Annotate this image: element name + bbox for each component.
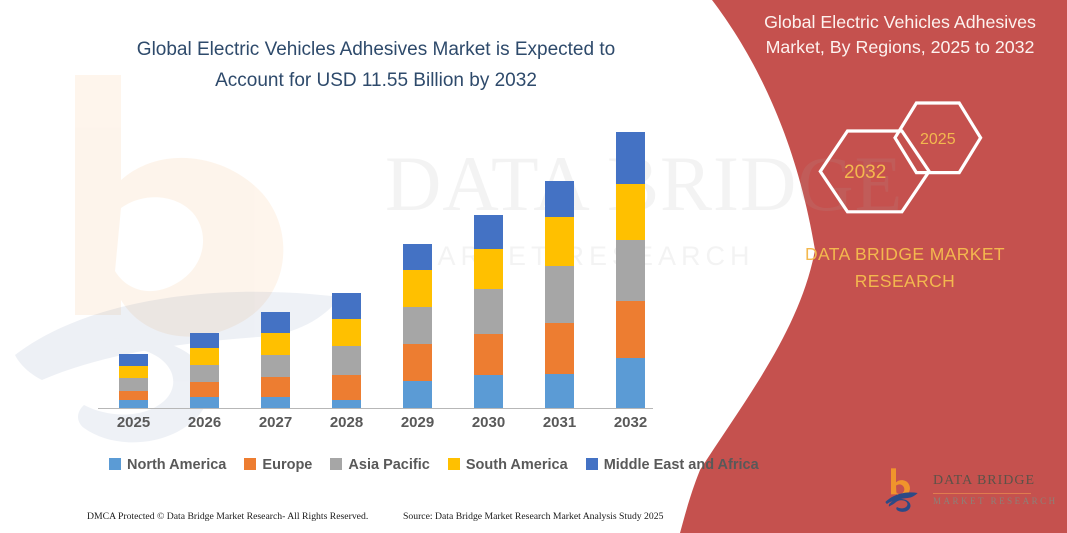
svg-text:2032: 2032 (844, 162, 886, 183)
svg-text:2025: 2025 (920, 131, 956, 148)
